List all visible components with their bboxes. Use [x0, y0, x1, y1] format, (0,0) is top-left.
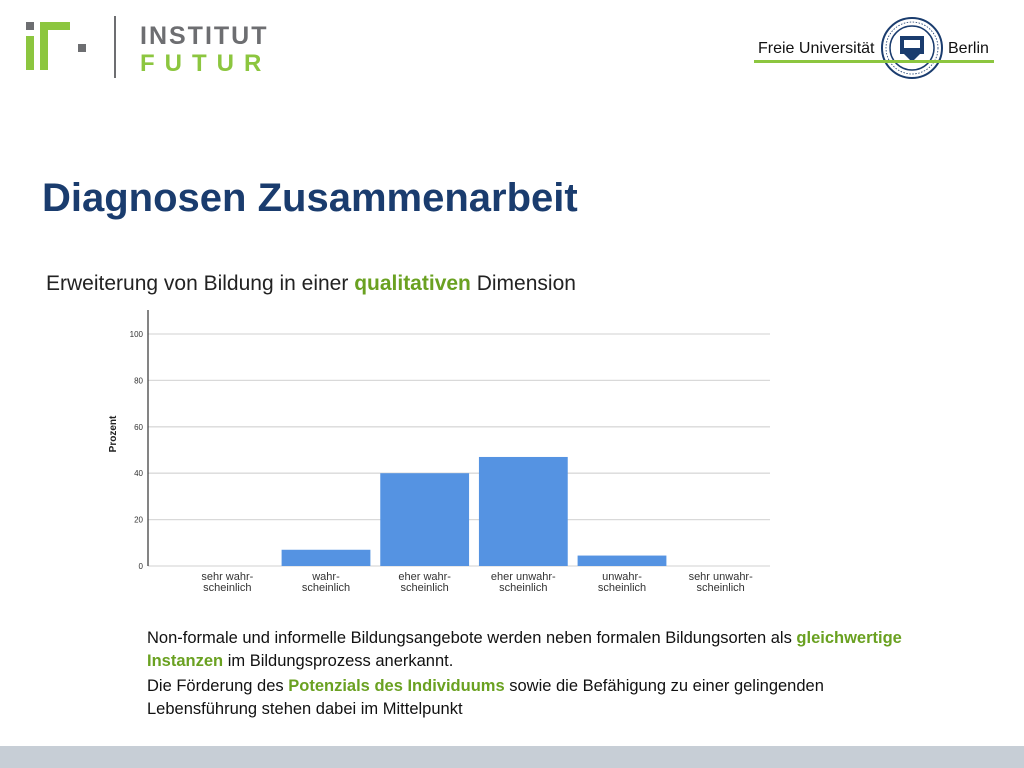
p1-highlight: gleichwertige Instanzen — [147, 629, 902, 670]
slide-title: Diagnosen Zusammenarbeit — [42, 176, 578, 220]
x-tick-label: eher wahr- — [398, 571, 451, 583]
y-tick-label: 0 — [139, 562, 144, 571]
x-tick-label: scheinlich — [697, 582, 745, 594]
bar-3 — [478, 456, 568, 566]
x-tick-label: sehr wahr- — [201, 571, 253, 583]
fu-berlin-logo: Freie Universität Berlin — [754, 16, 1000, 80]
bar-2 — [380, 473, 470, 566]
p2-text-pre: Die Förderung des — [147, 677, 289, 695]
y-tick-label: 40 — [134, 469, 143, 478]
x-tick-label: unwahr- — [602, 571, 642, 583]
x-tick-label: scheinlich — [302, 582, 350, 594]
institut-text: INSTITUT — [140, 22, 269, 50]
p1-text-post: im Bildungsprozess anerkannt. — [223, 652, 454, 670]
x-tick-label: eher unwahr- — [491, 571, 556, 583]
x-tick-label: wahr- — [311, 571, 340, 583]
university-seal-icon — [881, 17, 943, 79]
y-tick-label: 100 — [130, 330, 144, 339]
y-tick-label: 60 — [134, 423, 143, 432]
p1-text-pre: Non-formale und informelle Bildungsangeb… — [147, 629, 797, 647]
p2-text-post: sowie die Befähigung zu einer gelingende… — [147, 677, 824, 718]
if-logo-mark-icon — [24, 22, 94, 72]
paragraph-1: Non-formale und informelle Bildungsangeb… — [147, 627, 907, 673]
futur-text: FUTUR — [140, 50, 272, 77]
slide-subtitle: Erweiterung von Bildung in einer qualita… — [46, 272, 576, 296]
footer-bar — [0, 746, 1024, 768]
bar-4 — [577, 555, 667, 566]
x-tick-label: scheinlich — [401, 582, 449, 594]
bar-1 — [281, 549, 371, 566]
x-tick-label: scheinlich — [203, 582, 251, 594]
subtitle-highlight: qualitativen — [354, 272, 471, 295]
fu-city-text: Berlin — [948, 40, 989, 57]
p2-highlight: Potenzials des Individuums — [288, 677, 505, 695]
institut-futur-logo: INSTITUT FUTUR — [24, 16, 334, 80]
x-tick-label: sehr unwahr- — [689, 571, 754, 583]
x-tick-label: scheinlich — [598, 582, 646, 594]
subtitle-text-pre: Erweiterung von Bildung in einer — [46, 272, 355, 295]
y-tick-label: 80 — [134, 376, 143, 385]
body-text: Non-formale und informelle Bildungsangeb… — [147, 627, 907, 723]
y-axis-label: Prozent — [108, 415, 119, 452]
y-tick-label: 20 — [134, 516, 143, 525]
logo-divider — [114, 16, 116, 78]
x-tick-label: scheinlich — [499, 582, 547, 594]
fu-name-text: Freie Universität — [758, 40, 875, 57]
paragraph-2: Die Förderung des Potenzials des Individ… — [147, 675, 907, 721]
fu-underline — [754, 60, 994, 63]
subtitle-text-post: Dimension — [470, 272, 576, 295]
